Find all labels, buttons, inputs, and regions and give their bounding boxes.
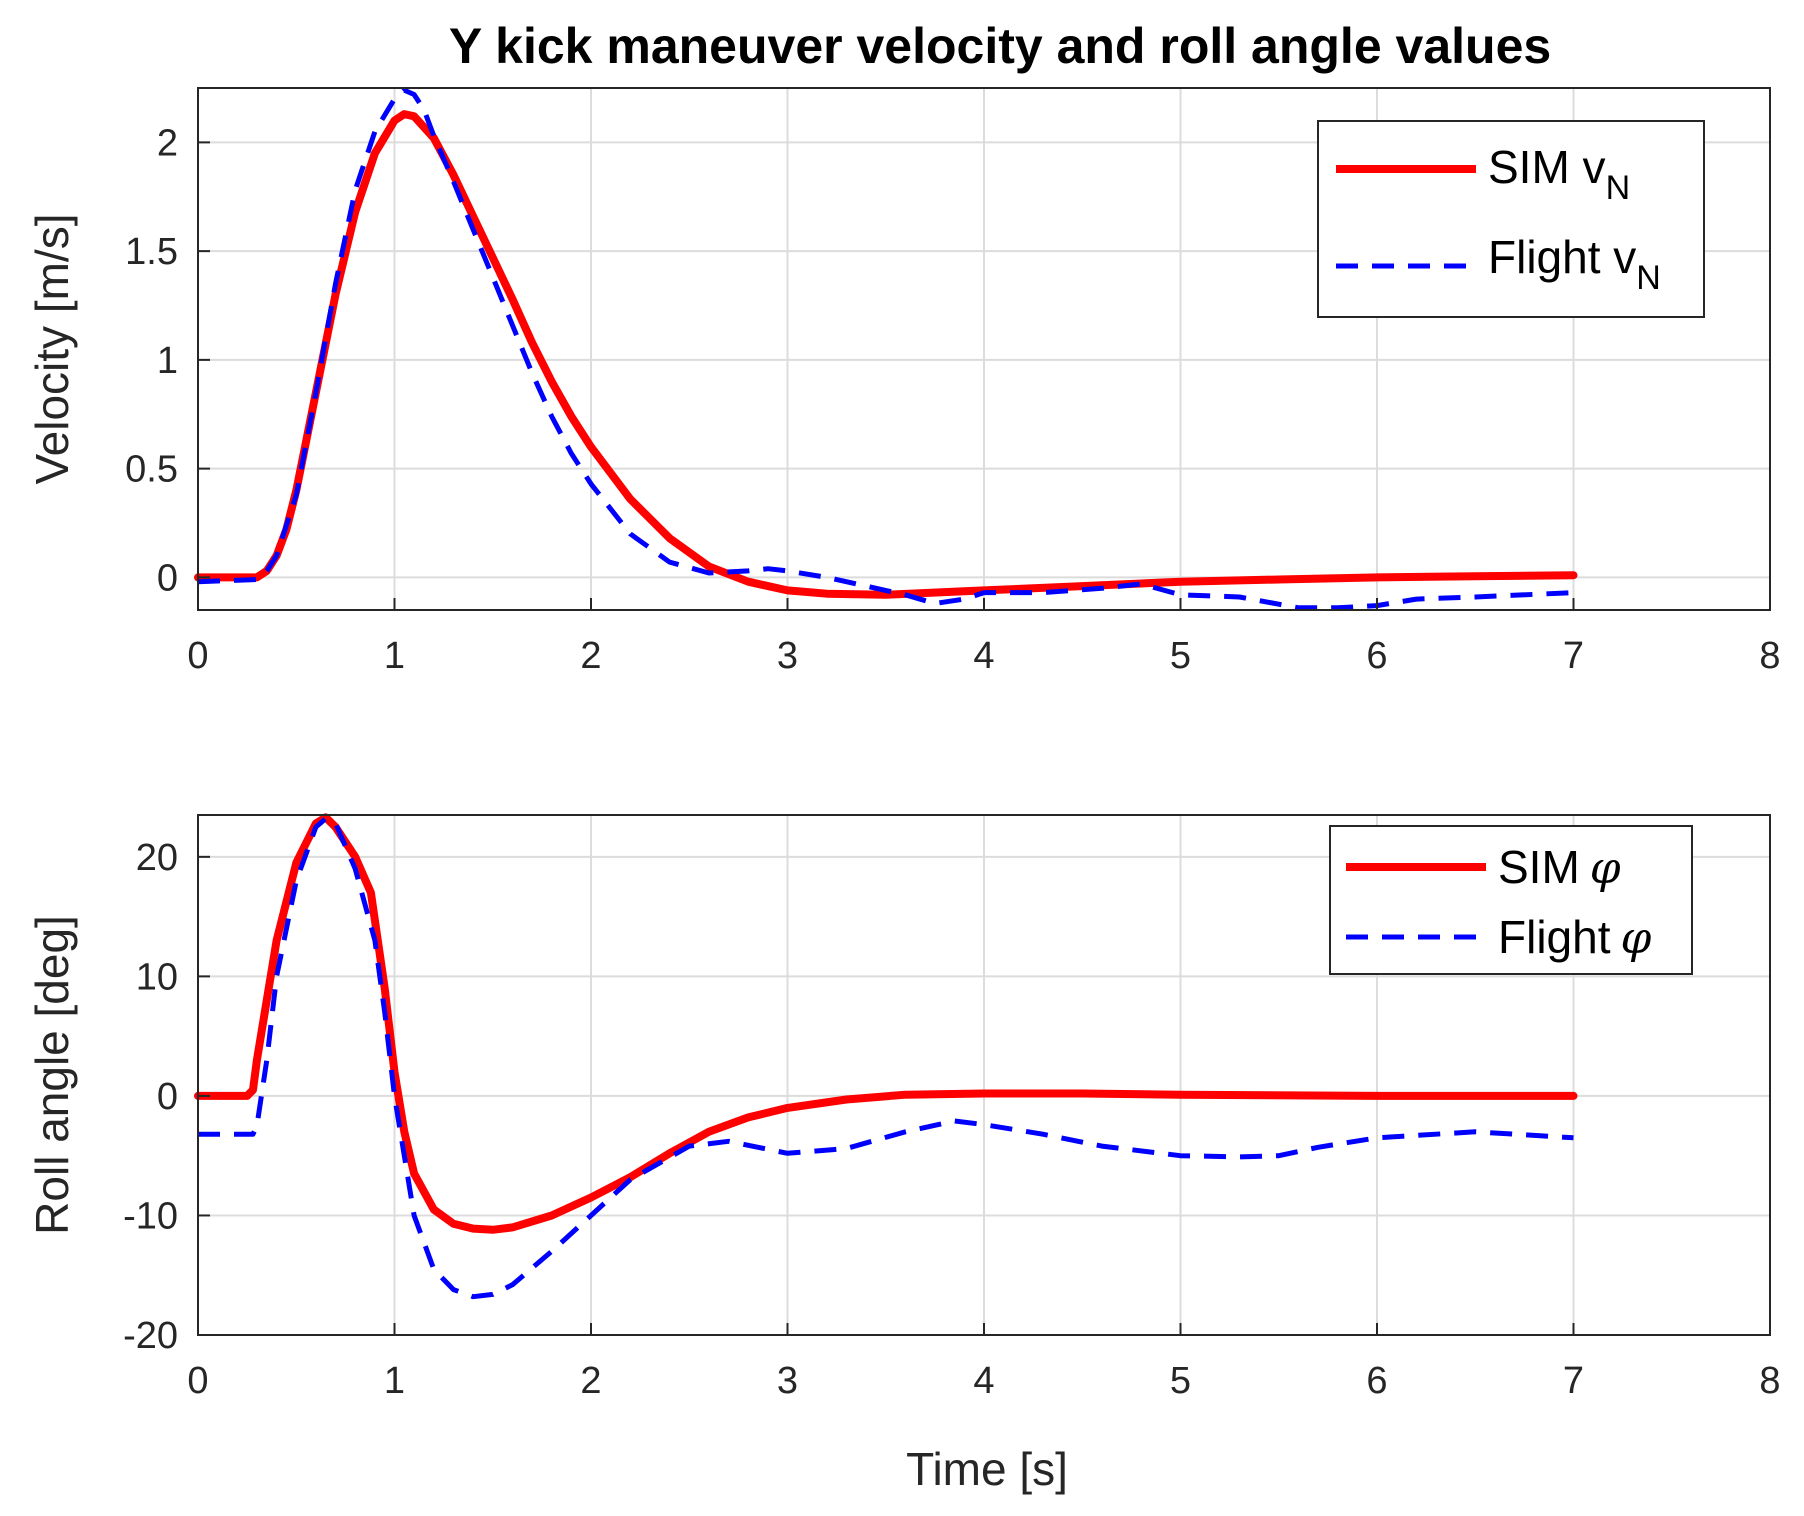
roll-xtick-label: 4: [973, 1360, 994, 1402]
velocity-ytick-label: 0.5: [125, 449, 178, 491]
roll-xtick-label: 3: [777, 1360, 798, 1402]
velocity-xtick-label: 4: [973, 635, 994, 677]
roll-xtick-label: 1: [384, 1360, 405, 1402]
roll-xtick-label: 0: [187, 1360, 208, 1402]
roll-ytick-label: 0: [157, 1076, 178, 1118]
velocity-flight-line: [197, 87, 1574, 611]
roll-xtick-label: 7: [1563, 1360, 1584, 1402]
velocity-y-axis-label: Velocity [m/s]: [26, 214, 78, 485]
roll-legend-sim-label: SIM φ: [1498, 841, 1621, 894]
roll-sim-line: [194, 813, 1578, 1234]
roll-ytick-label: -20: [123, 1315, 178, 1357]
roll-flight-line: [198, 816, 1574, 1300]
velocity-legend-flight-label: Flight vN: [1488, 231, 1661, 297]
velocity-ytick-label: 1.5: [125, 231, 178, 273]
roll-ytick-label: 20: [136, 837, 178, 879]
roll-legend-box: [1329, 825, 1693, 975]
velocity-ytick-label: 2: [157, 122, 178, 164]
roll-y-axis-label: Roll angle [deg]: [26, 915, 78, 1235]
velocity-ytick-label: 0: [157, 557, 178, 599]
roll-xtick-label: 5: [1170, 1360, 1191, 1402]
time-x-axis-label: Time [s]: [906, 1443, 1068, 1495]
roll-legend: SIM φ Flight φ: [1329, 825, 1693, 975]
velocity-xtick-label: 3: [777, 635, 798, 677]
velocity-xtick-label: 0: [187, 635, 208, 677]
roll-xtick-label: 6: [1366, 1360, 1387, 1402]
velocity-ticks: 0 1 2 3 4 5 6 7 8 0 0.5 1 1.5 2: [125, 122, 1780, 677]
velocity-xtick-label: 5: [1170, 635, 1191, 677]
velocity-xtick-label: 7: [1563, 635, 1584, 677]
velocity-series-group: [194, 87, 1578, 611]
velocity-sim-line: [194, 110, 1578, 599]
velocity-xtick-label: 1: [384, 635, 405, 677]
roll-subplot: 0 1 2 3 4 5 6 7 8 -20 -10 0 10 20 Roll angle [deg] Ti…: [26, 813, 1781, 1495]
velocity-xtick-label: 8: [1759, 635, 1780, 677]
roll-ticks: 0 1 2 3 4 5 6 7 8 -20 -10 0 10 20: [123, 837, 1780, 1402]
velocity-xtick-label: 6: [1366, 635, 1387, 677]
roll-legend-flight-label: Flight φ: [1498, 911, 1651, 964]
velocity-legend-sim-label: SIM vN: [1488, 141, 1630, 207]
roll-series-group: [194, 813, 1578, 1300]
velocity-xtick-label: 2: [580, 635, 601, 677]
figure-title: Y kick maneuver velocity and roll angle …: [449, 18, 1551, 74]
roll-xtick-label: 8: [1759, 1360, 1780, 1402]
roll-ytick-label: 10: [136, 956, 178, 998]
velocity-legend: SIM vN Flight vN: [1317, 120, 1705, 318]
velocity-subplot: 0 1 2 3 4 5 6 7 8 0 0.5 1 1.5 2 Velocity [m/s] SIM vN…: [26, 87, 1781, 677]
velocity-ytick-label: 1: [157, 340, 178, 382]
roll-ytick-label: -10: [123, 1195, 178, 1237]
roll-xtick-label: 2: [580, 1360, 601, 1402]
velocity-legend-box: [1317, 120, 1705, 318]
